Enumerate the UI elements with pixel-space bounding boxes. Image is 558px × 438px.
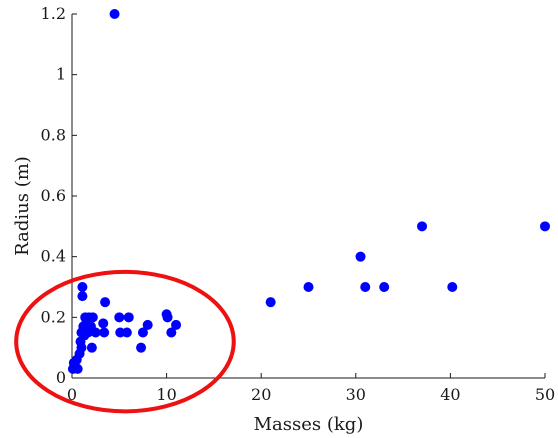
y-axis-label: Radius (m) bbox=[12, 156, 33, 256]
x-tick-label: 30 bbox=[346, 385, 366, 404]
y-tick-label: 0.6 bbox=[41, 186, 66, 205]
y-tick-label: 0.2 bbox=[41, 307, 66, 326]
data-point bbox=[540, 221, 550, 232]
x-tick-label: 20 bbox=[251, 385, 271, 404]
data-point bbox=[87, 312, 98, 323]
data-point bbox=[447, 282, 458, 292]
data-point bbox=[355, 251, 366, 262]
data-point bbox=[123, 312, 134, 323]
data-point bbox=[121, 327, 132, 338]
highlight-ellipse bbox=[14, 269, 236, 414]
data-point bbox=[114, 312, 125, 323]
data-point bbox=[109, 9, 120, 19]
data-point bbox=[90, 327, 101, 338]
x-tick-label: 40 bbox=[440, 385, 460, 404]
x-tick-label: 50 bbox=[535, 385, 555, 404]
data-point bbox=[142, 319, 153, 330]
data-point bbox=[136, 342, 147, 353]
x-tick-label: 0 bbox=[67, 385, 77, 404]
y-tick-label: 1 bbox=[56, 65, 66, 84]
data-point bbox=[86, 342, 97, 353]
data-point bbox=[72, 363, 83, 374]
x-axis-ticks: 0 10 20 30 40 50 bbox=[67, 373, 555, 404]
data-point bbox=[77, 291, 88, 302]
data-point bbox=[76, 342, 87, 353]
y-tick-label: 0.4 bbox=[41, 247, 66, 266]
y-tick-label: 0 bbox=[56, 368, 66, 387]
data-point bbox=[166, 327, 177, 338]
data-point bbox=[100, 297, 111, 308]
data-point bbox=[417, 221, 428, 232]
y-tick-label: 0.8 bbox=[41, 125, 66, 144]
data-point bbox=[162, 312, 173, 323]
x-axis-label: Masses (kg) bbox=[254, 414, 364, 435]
y-tick-label: 1.2 bbox=[41, 4, 66, 23]
data-point bbox=[379, 282, 390, 292]
data-point bbox=[265, 297, 276, 308]
data-point bbox=[303, 282, 314, 292]
data-point bbox=[360, 282, 371, 292]
data-point bbox=[99, 327, 110, 338]
data-points bbox=[67, 9, 550, 374]
data-point bbox=[77, 282, 88, 292]
x-tick-label: 10 bbox=[156, 385, 176, 404]
y-axis-ticks: 0 0.2 0.4 0.6 0.8 1 1.2 bbox=[41, 4, 77, 387]
data-point bbox=[171, 319, 182, 330]
data-point bbox=[98, 318, 109, 329]
data-point bbox=[137, 327, 148, 338]
